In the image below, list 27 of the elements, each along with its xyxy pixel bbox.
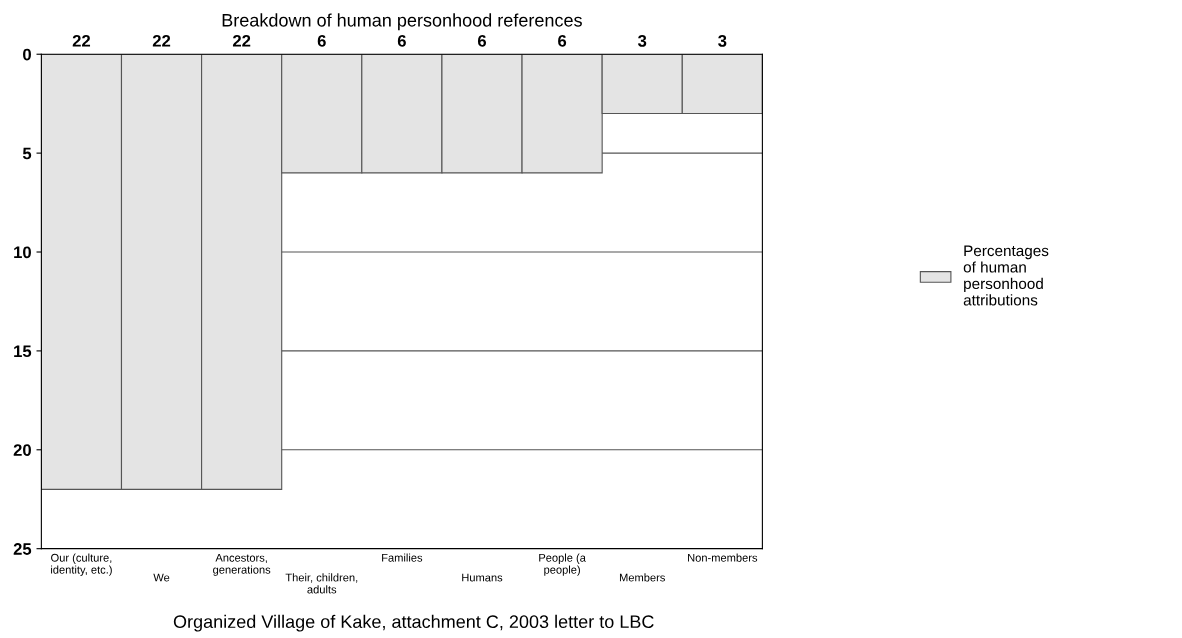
x-tick-label: Families <box>382 553 423 562</box>
y-tick-label: 10 <box>14 246 31 259</box>
x-tick-label: Their, children, adults <box>285 573 358 594</box>
y-tick-label: 20 <box>13 444 31 456</box>
x-tick-label: Humans <box>462 573 503 582</box>
legend-label: Percentages of human personhood attributions <box>963 245 1049 306</box>
y-tick-label: 15 <box>14 345 32 358</box>
data-label: 6 <box>477 34 487 47</box>
data-label: 6 <box>317 34 326 47</box>
data-label: 6 <box>558 34 567 47</box>
y-tick-label: 5 <box>22 147 32 160</box>
x-tick-label: Non-members <box>688 553 758 562</box>
data-label: 22 <box>72 34 91 47</box>
x-tick-label: Members <box>619 573 665 582</box>
x-tick-label: Our (culture, identity, etc.) <box>51 553 112 576</box>
data-label: 3 <box>718 34 727 47</box>
y-tick-label: 25 <box>13 543 32 555</box>
y-tick-label: 0 <box>23 48 31 61</box>
data-label: 22 <box>152 34 171 47</box>
x-tick-label: We <box>153 573 170 582</box>
data-label: 3 <box>637 34 647 47</box>
text: Organized Village of Kake, attachment C, 2003 letter to LBC <box>173 614 654 632</box>
x-tick-label: People (a people) <box>539 553 586 576</box>
x-tick-label: Ancestors, generations <box>213 553 271 576</box>
data-label: 6 <box>397 34 406 47</box>
chart-title: Breakdown of human personhood references <box>222 13 582 31</box>
data-label: 22 <box>232 34 251 47</box>
